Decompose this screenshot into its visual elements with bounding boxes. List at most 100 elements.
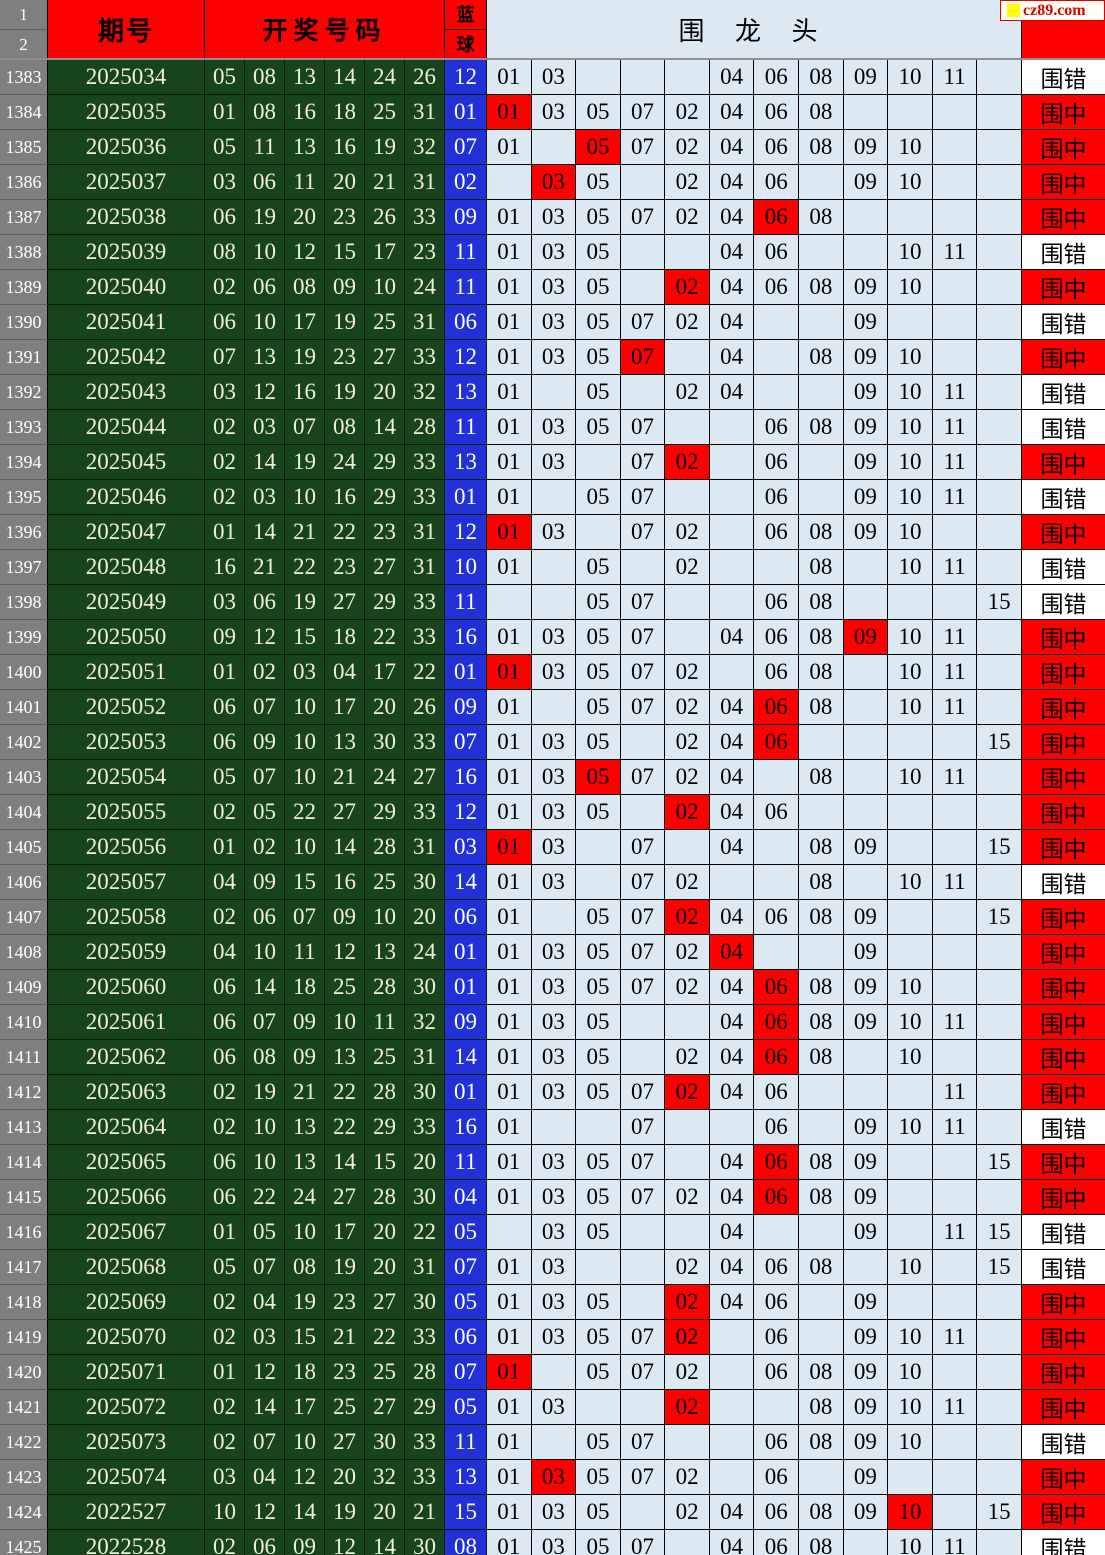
site-logo-link[interactable]: cz89.com (1000, 0, 1105, 21)
red-ball-cell: 10 (285, 760, 325, 795)
pattern-cell (843, 200, 889, 235)
blue-ball-cell: 16 (445, 760, 487, 795)
pattern-cell: 11 (932, 1005, 978, 1040)
pattern-cell: 09 (843, 270, 889, 305)
red-ball-cell: 08 (245, 1040, 285, 1075)
pattern-cell (888, 1075, 933, 1110)
period-cell: 2025068 (48, 1250, 205, 1285)
pattern-cell: 06 (754, 235, 800, 270)
pattern-cell: 04 (709, 830, 755, 865)
red-ball-cell: 23 (325, 340, 365, 375)
row-index-cell: 1421 (0, 1390, 48, 1425)
pattern-cell: 06 (754, 1285, 800, 1320)
row-index-cell: 1389 (0, 270, 48, 305)
table-row: 1423 2025074 03 04 12 20 32 33 13 01 03 05 07 02 06 09 围… (0, 1460, 1105, 1495)
result-cell: 围中 (1022, 620, 1105, 655)
pattern-cell: 10 (888, 1355, 933, 1390)
pattern-cell: 03 (531, 1285, 577, 1320)
pattern-cell: 09 (843, 130, 889, 165)
pattern-cell: 03 (531, 760, 577, 795)
red-ball-cell: 10 (285, 830, 325, 865)
red-ball-cell: 30 (405, 1530, 445, 1555)
pattern-cell: 05 (576, 480, 621, 515)
red-ball-cell: 21 (245, 550, 285, 585)
pattern-cell: 05 (576, 1180, 621, 1215)
blue-ball-cell: 12 (445, 515, 487, 550)
pattern-cell (665, 1215, 710, 1250)
pattern-cell (531, 130, 577, 165)
pattern-cell: 03 (531, 200, 577, 235)
dragon-head-cells: 01 03 05 07 02 04 06 11 (487, 1075, 1022, 1110)
red-ball-cell: 13 (285, 1110, 325, 1145)
red-ball-cell: 20 (405, 1145, 445, 1180)
pattern-cell: 03 (531, 830, 577, 865)
result-cell: 围中 (1022, 760, 1105, 795)
pattern-cell (932, 1495, 978, 1530)
red-ball-cell: 16 (285, 95, 325, 130)
red-ball-cell: 10 (245, 1110, 285, 1145)
red-ball-cell: 06 (245, 1530, 285, 1555)
table-row: 1402 2025053 06 09 10 13 30 33 07 01 03 05 02 04 06 15 围… (0, 725, 1105, 760)
table-row: 1419 2025070 02 03 15 21 22 33 06 01 03 05 07 02 06 09 1… (0, 1320, 1105, 1355)
pattern-cell (843, 1250, 889, 1285)
pattern-cell: 05 (576, 235, 621, 270)
pattern-cell (932, 585, 978, 620)
red-ball-cell: 24 (405, 935, 445, 970)
pattern-cell: 05 (576, 970, 621, 1005)
pattern-cell: 05 (576, 130, 621, 165)
pattern-cell: 10 (888, 1390, 933, 1425)
pattern-cell: 05 (576, 305, 621, 340)
period-cell: 2022527 (48, 1495, 205, 1530)
red-ball-cell: 04 (245, 1285, 285, 1320)
pattern-cell: 06 (754, 1110, 800, 1145)
pattern-cell: 01 (487, 1285, 532, 1320)
period-cell: 2025045 (48, 445, 205, 480)
pattern-cell: 01 (487, 1180, 532, 1215)
pattern-cell (843, 550, 889, 585)
table-row: 1418 2025069 02 04 19 23 27 30 05 01 03 05 02 04 06 09 围… (0, 1285, 1105, 1320)
pattern-cell (977, 95, 1022, 130)
row-index-cell: 1412 (0, 1075, 48, 1110)
row-index-cell: 1409 (0, 970, 48, 1005)
pattern-cell: 03 (531, 970, 577, 1005)
row-index-cell: 1415 (0, 1180, 48, 1215)
pattern-cell: 09 (843, 1495, 889, 1530)
red-ball-cell: 04 (205, 935, 245, 970)
pattern-cell (665, 1110, 710, 1145)
red-ball-cell: 33 (405, 1425, 445, 1460)
red-ball-cell: 11 (285, 165, 325, 200)
result-cell: 围中 (1022, 970, 1105, 1005)
red-ball-cell: 09 (285, 1005, 325, 1040)
pattern-cell (799, 1285, 844, 1320)
pattern-cell: 07 (620, 305, 666, 340)
period-cell: 2025062 (48, 1040, 205, 1075)
period-cell: 2025049 (48, 585, 205, 620)
pattern-cell: 02 (665, 375, 710, 410)
pattern-cell: 05 (576, 1285, 621, 1320)
red-ball-cell: 06 (205, 1040, 245, 1075)
blue-ball-header-bottom: 球 (456, 34, 475, 55)
pattern-cell (977, 410, 1022, 445)
red-ball-cell: 20 (285, 200, 325, 235)
row-index-cell: 1393 (0, 410, 48, 445)
red-ball-cell: 29 (365, 1110, 405, 1145)
pattern-cell: 01 (487, 970, 532, 1005)
red-ball-cell: 07 (245, 1425, 285, 1460)
pattern-cell: 04 (709, 760, 755, 795)
pattern-cell: 03 (531, 1530, 577, 1555)
result-cell: 围中 (1022, 1320, 1105, 1355)
red-ball-cell: 33 (405, 340, 445, 375)
red-ball-cell: 19 (325, 375, 365, 410)
blue-ball-cell: 13 (445, 445, 487, 480)
pattern-cell: 09 (843, 1390, 889, 1425)
pattern-cell (843, 795, 889, 830)
pattern-cell (977, 480, 1022, 515)
pattern-cell (665, 60, 710, 95)
pattern-cell: 01 (487, 445, 532, 480)
pattern-cell: 01 (487, 410, 532, 445)
red-ball-cell: 06 (245, 270, 285, 305)
red-ball-cell: 03 (245, 1320, 285, 1355)
pattern-cell: 09 (843, 60, 889, 95)
pattern-cell: 11 (932, 655, 978, 690)
pattern-cell (620, 270, 666, 305)
